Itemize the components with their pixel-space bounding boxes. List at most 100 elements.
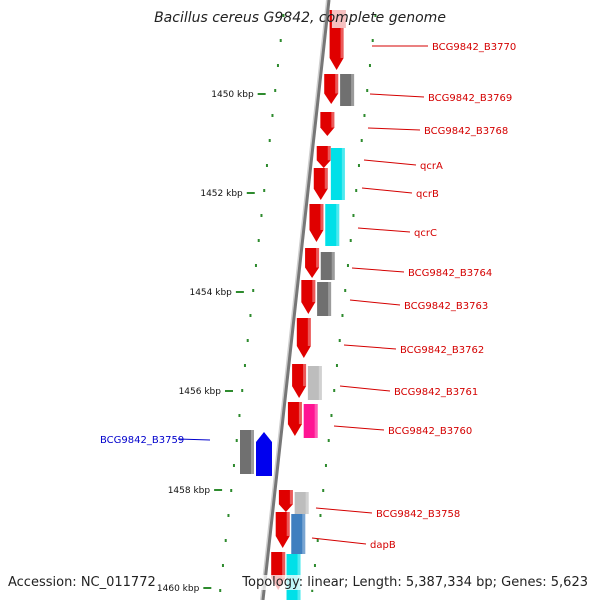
forward-gene-arrow xyxy=(275,512,290,548)
scale-dot xyxy=(338,339,341,342)
scale-dot xyxy=(360,139,363,142)
forward-gene-arrow xyxy=(278,490,293,512)
gene-fade xyxy=(331,10,346,28)
feature-block-shade xyxy=(318,366,322,400)
forward-gene-arrow xyxy=(324,74,339,104)
scale-dot xyxy=(322,489,325,492)
forward-gene-arrow xyxy=(309,204,324,242)
scale-dot xyxy=(254,264,257,267)
scale-dot xyxy=(268,139,271,142)
scale-dot xyxy=(235,439,238,442)
gene-label: BCG9842_B3762 xyxy=(400,345,484,356)
forward-gene-arrow-shade xyxy=(307,318,311,346)
gene-label: BCG9842_B3760 xyxy=(388,426,472,437)
scale-dot xyxy=(316,539,319,542)
scale-tick-label: 1452 kbp xyxy=(200,189,243,199)
gene-label: BCG9842_B3768 xyxy=(424,126,508,137)
scale-dot xyxy=(319,514,322,517)
topology-label: Topology: linear; Length: 5,387,334 bp; … xyxy=(240,575,590,590)
scale-dot xyxy=(221,564,224,567)
feature-block xyxy=(317,282,332,316)
scale-dot xyxy=(265,164,268,167)
scale-dot xyxy=(349,239,352,242)
scale-dot xyxy=(352,214,355,217)
scale-dot xyxy=(374,14,377,17)
scale-dot xyxy=(330,414,333,417)
label-leader-line xyxy=(343,344,397,350)
feature-block-shade xyxy=(328,282,332,316)
forward-gene-arrow xyxy=(287,402,302,436)
scale-dot xyxy=(327,439,330,442)
forward-gene-arrow xyxy=(301,280,316,314)
feature-block-shade xyxy=(302,514,306,554)
label-leader-line xyxy=(349,299,401,306)
scale-dot xyxy=(257,239,260,242)
feature-block xyxy=(325,204,340,246)
scale-dot xyxy=(263,189,266,192)
gene-label: BCG9842_B3758 xyxy=(376,509,460,520)
scale-dot xyxy=(282,14,285,17)
scale-dot xyxy=(311,589,314,592)
forward-gene-arrow-shade xyxy=(303,364,307,387)
label-leader-line xyxy=(177,438,211,441)
scale-dot xyxy=(355,189,358,192)
scale-dot xyxy=(232,464,235,467)
scale-dot xyxy=(243,364,246,367)
feature-block-shade xyxy=(331,252,335,280)
gene-label: qcrB xyxy=(416,189,439,200)
forward-gene-arrow-shade xyxy=(324,168,328,189)
gene-label: dapB xyxy=(370,540,396,551)
scale-dot xyxy=(279,39,282,42)
scale-tick-label: 1460 kbp xyxy=(157,584,200,594)
scale-dot xyxy=(313,564,316,567)
scale-dot xyxy=(368,64,371,67)
label-leader-line xyxy=(367,127,421,131)
forward-gene-arrow xyxy=(316,146,331,168)
gene-label: BCG9842_B3770 xyxy=(432,42,516,53)
label-leader-line xyxy=(369,93,425,98)
forward-gene-arrow-shade xyxy=(327,146,331,161)
scale-dot xyxy=(333,389,336,392)
feature-block-shade xyxy=(341,148,345,200)
feature-block-shade xyxy=(336,204,340,246)
scale-dot xyxy=(227,514,230,517)
label-leader-line xyxy=(311,537,367,545)
feature-block-shade xyxy=(351,74,355,106)
label-leader-line xyxy=(357,227,411,233)
forward-gene-arrow xyxy=(305,248,320,278)
forward-gene-arrow xyxy=(313,168,328,200)
scale-dot xyxy=(274,89,277,92)
label-leader-line xyxy=(339,385,391,392)
label-leader-line xyxy=(363,159,417,166)
scale-dot xyxy=(366,89,369,92)
backbone-edge xyxy=(260,0,328,600)
scale-dot xyxy=(344,289,347,292)
scale-dot xyxy=(238,414,241,417)
scale-dot xyxy=(276,64,279,67)
scale-dot xyxy=(271,114,274,117)
gene-label: BCG9842_B3764 xyxy=(408,268,492,279)
scale-dot xyxy=(224,539,227,542)
scale-tick-label: 1450 kbp xyxy=(211,90,254,100)
feature-block xyxy=(240,430,254,474)
feature-block xyxy=(320,252,335,280)
forward-gene-arrow-shade xyxy=(312,280,316,303)
label-leader-line xyxy=(351,267,405,273)
feature-block-shade xyxy=(305,492,309,514)
feature-block xyxy=(307,366,322,400)
scale-dot xyxy=(335,364,338,367)
scale-dot xyxy=(341,314,344,317)
forward-gene-arrow-shade xyxy=(298,402,302,425)
forward-gene-arrow-shade xyxy=(316,248,320,268)
feature-block xyxy=(291,514,306,554)
scale-dot xyxy=(252,289,255,292)
forward-gene-arrow xyxy=(320,112,335,136)
genome-title: Bacillus cereus G9842, complete genome xyxy=(154,10,446,26)
forward-gene-arrow-shade xyxy=(289,490,293,505)
scale-dot xyxy=(260,214,263,217)
label-leader-line xyxy=(333,425,385,431)
gene-label: BCG9842_B3761 xyxy=(394,387,478,398)
feature-block xyxy=(330,148,345,200)
forward-gene-arrow-shade xyxy=(320,204,324,230)
